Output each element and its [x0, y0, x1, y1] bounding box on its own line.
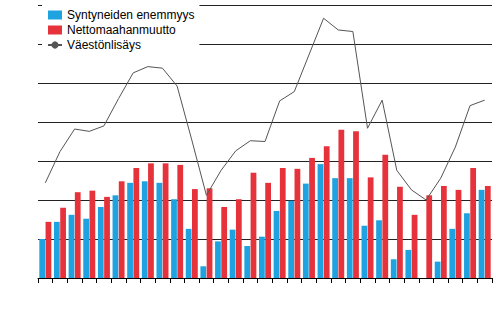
svg-text:Syntyneiden enemmyys: Syntyneiden enemmyys	[67, 8, 194, 22]
svg-text:Nettomaahanmuutto: Nettomaahanmuutto	[67, 23, 176, 37]
svg-text:Väestönlisäys: Väestönlisäys	[67, 38, 141, 52]
